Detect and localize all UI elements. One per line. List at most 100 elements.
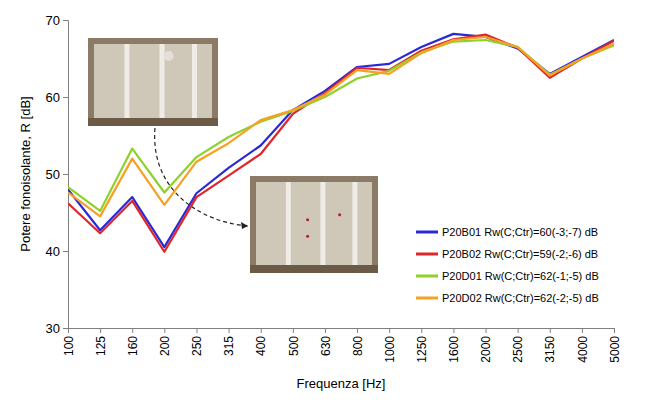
legend-entry: P20D01 Rw(C;Ctr)=62(-1;-5) dB	[416, 270, 599, 282]
y-tick-mark	[63, 174, 68, 175]
x-tick: 200	[158, 328, 172, 356]
x-tick-mark	[229, 328, 230, 333]
x-tick-mark	[325, 328, 326, 333]
legend-entry: P20D02 Rw(C;Ctr)=62(-2;-5) dB	[416, 292, 599, 304]
x-tick-label: 315	[222, 336, 236, 356]
x-tick: 1600	[447, 328, 461, 363]
legend-label: P20D02 Rw(C;Ctr)=62(-2;-5) dB	[442, 292, 599, 304]
x-tick-mark	[550, 328, 551, 333]
x-tick-mark	[582, 328, 583, 333]
photo-detail	[164, 51, 174, 61]
x-tick-label: 1000	[383, 336, 397, 363]
legend-swatch	[416, 253, 438, 256]
x-tick-mark	[389, 328, 390, 333]
x-axis: 100 125 160 200 250 315 400 500 630 800 1000 1250 16…	[62, 328, 622, 363]
photo-inset	[88, 38, 218, 126]
y-axis-line	[63, 21, 69, 329]
x-tick-mark	[293, 328, 294, 333]
x-tick-label: 3150	[543, 336, 557, 363]
y-tick-label: 60	[46, 90, 60, 105]
photo-wall	[94, 44, 212, 118]
series-line	[68, 37, 614, 216]
x-tick-label: 1600	[447, 336, 461, 363]
photo-joint	[320, 182, 325, 265]
x-tick-label: 2000	[479, 336, 493, 363]
photo-detail	[306, 218, 309, 221]
legend: P20B01 Rw(C;Ctr)=60(-3;-7) dB P20B02 Rw(C…	[416, 226, 599, 304]
photo-background	[88, 38, 218, 126]
y-tick-mark	[63, 20, 68, 21]
x-tick: 1250	[415, 328, 429, 363]
x-tick-mark	[614, 328, 615, 333]
x-tick-mark	[421, 328, 422, 333]
photo-joint	[286, 182, 291, 265]
x-tick-mark	[164, 328, 165, 333]
x-tick-label: 125	[94, 336, 108, 356]
legend-entry: P20B01 Rw(C;Ctr)=60(-3;-7) dB	[416, 226, 598, 238]
x-tick-mark	[453, 328, 454, 333]
x-tick: 1000	[383, 328, 397, 363]
x-tick-label: 4000	[576, 336, 590, 363]
x-tick-mark	[518, 328, 519, 333]
x-tick: 100	[62, 328, 76, 356]
x-tick-label: 500	[287, 336, 301, 356]
photo-floor	[250, 265, 378, 273]
photo-inset	[250, 176, 378, 273]
legend-swatch	[416, 297, 438, 300]
legend-label: P20B02 Rw(C;Ctr)=59(-2;-6) dB	[442, 248, 598, 260]
y-tick-mark	[63, 328, 68, 329]
x-tick: 800	[351, 328, 365, 356]
x-axis-title: Frequenza [Hz]	[297, 376, 386, 391]
series-line	[68, 35, 614, 252]
x-tick: 250	[190, 328, 204, 356]
x-tick: 5000	[608, 328, 622, 363]
x-tick: 400	[254, 328, 268, 356]
y-tick-mark	[63, 251, 68, 252]
x-tick-mark	[100, 328, 101, 333]
x-tick-label: 5000	[608, 336, 622, 363]
y-tick: 40	[46, 244, 68, 259]
y-tick: 60	[46, 90, 68, 105]
x-tick-label: 400	[254, 336, 268, 356]
photo-arrow-head	[241, 222, 248, 229]
photo-wall	[256, 182, 372, 265]
x-tick-mark	[357, 328, 358, 333]
photo-joint	[352, 182, 357, 265]
x-tick-label: 1250	[415, 336, 429, 363]
legend-label: P20B01 Rw(C;Ctr)=60(-3;-7) dB	[442, 226, 598, 238]
legend-label: P20D01 Rw(C;Ctr)=62(-1;-5) dB	[442, 270, 599, 282]
x-tick-label: 630	[319, 336, 333, 356]
x-tick-label: 200	[158, 336, 172, 356]
legend-swatch	[416, 275, 438, 278]
x-tick: 3150	[543, 328, 557, 363]
photo-arrow	[155, 128, 248, 226]
y-tick-label: 70	[46, 13, 60, 28]
x-tick: 160	[126, 328, 140, 356]
x-tick: 2000	[479, 328, 493, 363]
x-tick-label: 100	[62, 336, 76, 356]
y-tick-label: 40	[46, 244, 60, 259]
y-tick: 50	[46, 167, 68, 182]
x-tick-label: 800	[351, 336, 365, 356]
x-tick-mark	[132, 328, 133, 333]
x-tick: 500	[287, 328, 301, 356]
photo-background	[250, 176, 378, 273]
y-axis: 30 40 50 60 70	[46, 13, 69, 336]
chart: 30 40 50 60 70 100 125 160 200 250 315 400 500 630 800…	[0, 0, 650, 406]
x-tick-mark	[261, 328, 262, 333]
x-tick-label: 2500	[511, 336, 525, 363]
photo-joint	[124, 44, 129, 118]
x-tick: 4000	[576, 328, 590, 363]
legend-swatch	[416, 231, 438, 234]
legend-entry: P20B02 Rw(C;Ctr)=59(-2;-6) dB	[416, 248, 598, 260]
x-tick-label: 250	[190, 336, 204, 356]
y-tick-mark	[63, 97, 68, 98]
x-tick-mark	[196, 328, 197, 333]
x-tick: 125	[94, 328, 108, 356]
photo-detail	[306, 235, 309, 238]
x-tick-mark	[486, 328, 487, 333]
photo-detail	[338, 213, 341, 216]
y-tick-label: 30	[46, 321, 60, 336]
photo-floor	[88, 118, 218, 126]
x-axis-line	[69, 329, 615, 334]
